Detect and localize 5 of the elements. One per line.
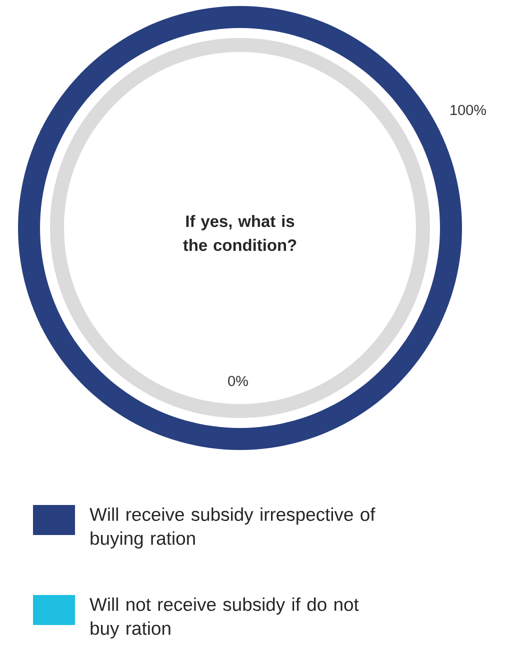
legend-label: Will not receive subsidy if do not buy ration [90, 597, 359, 639]
legend-label: Will receive subsidy irrespective of buying ration [90, 507, 376, 549]
text: 0% [228, 376, 248, 386]
text: If yes, what is the condition? [183, 215, 296, 251]
data-label: 100% [450, 104, 486, 116]
